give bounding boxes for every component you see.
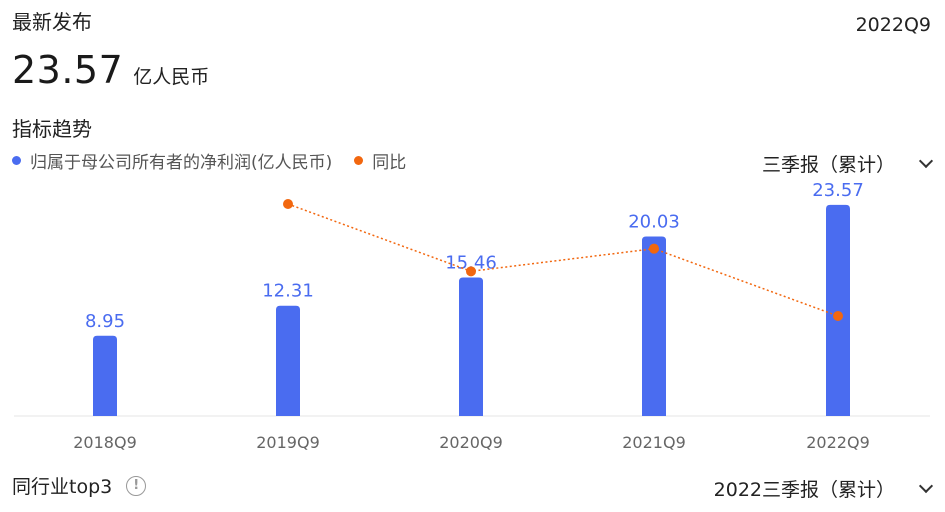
latest-period: 2022Q9 <box>855 14 931 36</box>
x-tick-label-2021Q9: 2021Q9 <box>622 433 686 452</box>
chevron-down-icon <box>918 478 934 493</box>
peer-period-selector[interactable]: 2022三季报（累计） <box>713 475 934 502</box>
bar-2018Q9 <box>93 335 117 416</box>
x-tick-label-2018Q9: 2018Q9 <box>73 433 137 452</box>
bar-2020Q9 <box>459 277 483 416</box>
trend-title: 指标趋势 <box>12 117 92 141</box>
yoy-point-4 <box>833 311 843 321</box>
x-tick-label-2022Q9: 2022Q9 <box>806 433 870 452</box>
bar-label-2022Q9: 23.57 <box>812 180 864 201</box>
bar-label-2021Q9: 20.03 <box>628 212 680 233</box>
bar-2021Q9 <box>642 236 666 416</box>
legend-dot-bar <box>12 156 21 165</box>
yoy-point-3 <box>649 243 659 254</box>
latest-release-label: 最新发布 <box>12 10 92 34</box>
peer-period-selector-label: 2022三季报（累计） <box>713 479 895 501</box>
period-selector-label: 三季报（累计） <box>761 154 895 176</box>
legend-dot-line <box>354 156 364 165</box>
legend-item-yoy: 同比 <box>354 148 406 173</box>
bar-label-2019Q9: 12.31 <box>262 281 314 302</box>
yoy-line <box>287 203 839 317</box>
x-tick-label-2020Q9: 2020Q9 <box>439 433 503 452</box>
chart-legend: 归属于母公司所有者的净利润(亿人民币) 同比 <box>12 148 428 173</box>
latest-value-row: 23.57 亿人民币 <box>12 48 209 92</box>
latest-value: 23.57 <box>12 48 124 92</box>
bar-label-2020Q9: 15.46 <box>445 252 497 273</box>
bar-label-2018Q9: 8.95 <box>85 311 125 332</box>
bar-2019Q9 <box>276 305 300 416</box>
yoy-point-2 <box>466 266 476 277</box>
info-icon[interactable]: ! <box>126 475 147 496</box>
peer-top3-title: 同行业top3 ! <box>12 472 147 499</box>
legend-label-net-profit: 归属于母公司所有者的净利润(亿人民币) <box>30 153 333 173</box>
period-selector[interactable]: 三季报（累计） <box>761 150 934 177</box>
bar-2022Q9 <box>826 204 850 416</box>
yoy-point-1 <box>283 199 293 209</box>
x-tick-label-2019Q9: 2019Q9 <box>256 433 320 452</box>
latest-unit: 亿人民币 <box>133 66 210 88</box>
legend-item-net-profit: 归属于母公司所有者的净利润(亿人民币) <box>12 148 332 173</box>
legend-label-yoy: 同比 <box>372 153 407 173</box>
peer-top3-label: 同行业top3 <box>12 476 113 498</box>
